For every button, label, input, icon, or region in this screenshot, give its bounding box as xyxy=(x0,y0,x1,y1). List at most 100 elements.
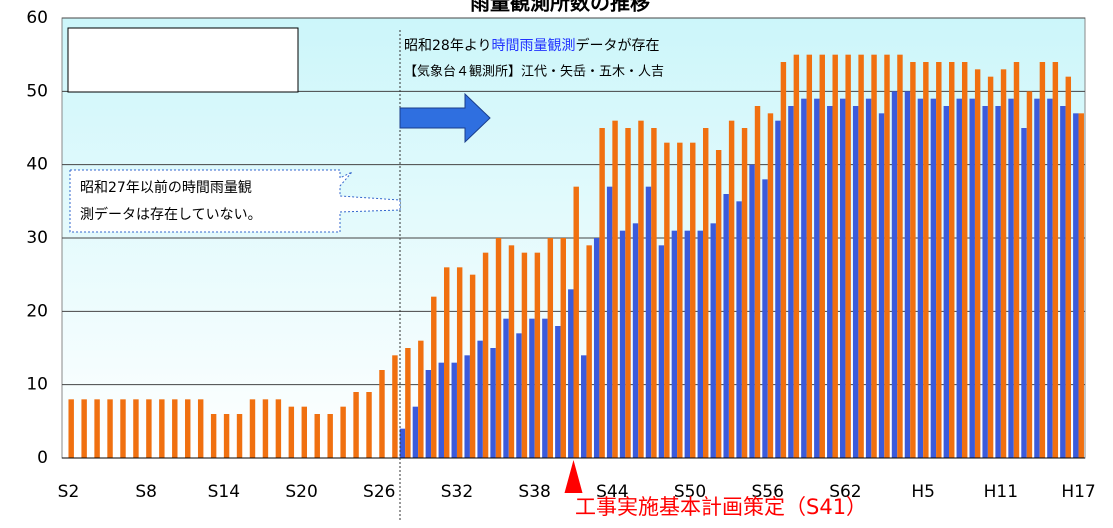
bar xyxy=(581,355,587,458)
bar xyxy=(845,54,851,459)
bar xyxy=(775,120,781,459)
bar xyxy=(728,120,735,459)
bar xyxy=(340,406,346,458)
x-tick-label: S32 xyxy=(441,482,473,502)
bar xyxy=(490,348,496,458)
bar xyxy=(133,399,139,458)
bar xyxy=(568,289,574,458)
bar xyxy=(1073,113,1079,458)
bar xyxy=(405,348,411,458)
bar xyxy=(379,370,385,458)
bar xyxy=(788,106,794,458)
bar xyxy=(534,252,541,458)
bar xyxy=(961,62,968,458)
bar xyxy=(715,150,722,458)
bar xyxy=(399,428,406,458)
bar xyxy=(930,98,937,459)
bar xyxy=(995,106,1001,458)
bar xyxy=(1047,98,1053,459)
bar xyxy=(1039,62,1046,458)
callout xyxy=(69,169,401,233)
bar xyxy=(464,355,470,458)
bar xyxy=(910,62,916,458)
x-tick-label: S14 xyxy=(208,482,240,502)
bar xyxy=(451,362,457,458)
y-tick-label: 50 xyxy=(26,81,48,101)
bar xyxy=(573,186,579,458)
bar xyxy=(301,406,308,458)
bar xyxy=(560,238,566,458)
bar xyxy=(482,252,489,458)
x-tick-label: S50 xyxy=(674,482,706,502)
bar xyxy=(223,414,230,458)
bar xyxy=(529,318,535,458)
bar xyxy=(793,54,800,459)
bar xyxy=(412,406,419,458)
bar xyxy=(120,399,126,458)
bar xyxy=(81,399,87,458)
y-tick-label: 0 xyxy=(37,448,48,468)
bar xyxy=(547,238,554,458)
bar xyxy=(456,267,463,458)
bar xyxy=(702,128,709,458)
bar xyxy=(1034,98,1040,459)
bar xyxy=(1008,98,1014,459)
bar xyxy=(974,69,981,458)
bar xyxy=(1021,128,1027,458)
bar xyxy=(1078,113,1084,458)
bar xyxy=(897,54,903,459)
annotation-text: 時間雨量観測 xyxy=(492,37,576,54)
bar xyxy=(936,62,942,458)
bar xyxy=(949,62,955,458)
bar xyxy=(606,186,613,458)
annotation: 工事実施基本計画策定（S41） xyxy=(575,495,867,519)
bar xyxy=(366,392,372,458)
bar xyxy=(327,414,333,458)
arrow xyxy=(399,92,491,144)
bar xyxy=(425,370,432,458)
legend xyxy=(67,27,299,93)
bar xyxy=(651,128,657,458)
bar xyxy=(94,399,100,458)
x-tick-label: S2 xyxy=(58,482,80,502)
bar xyxy=(1013,62,1020,458)
y-tick-label: 20 xyxy=(26,301,48,321)
bar xyxy=(987,76,994,459)
bar xyxy=(632,223,639,458)
y-tick-label: 60 xyxy=(26,8,48,28)
bar xyxy=(612,120,618,459)
bar xyxy=(159,399,165,458)
bar xyxy=(858,54,864,459)
y-tick-label: 40 xyxy=(26,155,48,175)
bar xyxy=(819,54,825,459)
bar xyxy=(684,230,691,458)
bar xyxy=(638,120,644,459)
bar xyxy=(503,318,509,458)
bar xyxy=(542,318,548,458)
marker xyxy=(564,460,583,493)
bar xyxy=(736,201,742,459)
bar xyxy=(495,238,502,458)
bar xyxy=(827,106,833,458)
bar xyxy=(593,238,600,458)
bar xyxy=(982,106,988,458)
bar xyxy=(852,106,859,458)
bar xyxy=(762,179,768,459)
bar xyxy=(671,230,678,458)
bar xyxy=(249,399,256,458)
bar xyxy=(599,128,605,458)
bar xyxy=(956,98,962,459)
x-tick-label: S20 xyxy=(285,482,317,502)
bar xyxy=(262,399,269,458)
bar xyxy=(1060,106,1066,458)
bar xyxy=(884,54,890,459)
chart-title: 雨量観測所数の推移 xyxy=(470,0,650,15)
bar xyxy=(236,414,243,458)
bar xyxy=(1065,76,1072,459)
bar xyxy=(814,98,820,459)
bar xyxy=(210,414,217,458)
bar xyxy=(508,245,515,458)
bar xyxy=(690,142,696,458)
bar xyxy=(555,326,561,458)
x-tick-label: H11 xyxy=(984,482,1018,502)
